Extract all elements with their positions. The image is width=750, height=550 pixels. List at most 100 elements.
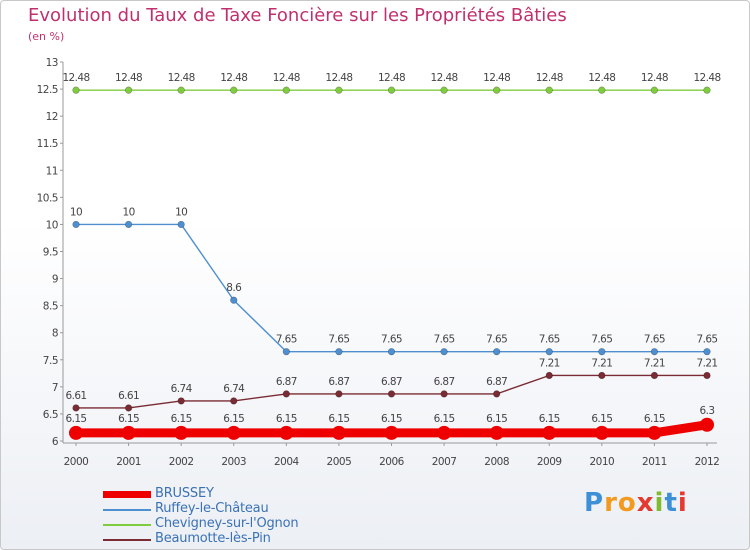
data-point-beaumotte-l-s-pin [230, 397, 238, 405]
logo-letter: x [636, 488, 655, 518]
x-tick-label: 2009 [537, 456, 562, 468]
y-tick-label: 11 [46, 165, 58, 177]
data-point-ruffey-le-ch-teau [598, 348, 606, 356]
x-tick-label: 2000 [64, 456, 89, 468]
chart-title: Evolution du Taux de Taxe Foncière sur l… [28, 5, 567, 26]
data-point-ruffey-le-ch-teau [335, 348, 343, 356]
data-label-beaumotte-l-s-pin: 6.87 [276, 376, 297, 388]
unit-label: (en %) [28, 30, 65, 43]
data-point-brussey [594, 425, 609, 440]
data-point-beaumotte-l-s-pin [387, 390, 396, 398]
data-label-beaumotte-l-s-pin: 7.21 [697, 357, 718, 369]
data-point-ruffey-le-ch-teau [124, 220, 133, 229]
data-point-beaumotte-l-s-pin [545, 371, 553, 380]
x-tick-label: 2006 [379, 456, 405, 468]
y-tick-label: 9.5 [43, 247, 58, 259]
data-point-brussey [121, 425, 136, 440]
data-point-brussey [489, 425, 504, 440]
data-label-ruffey-le-ch-teau: 7.65 [591, 334, 612, 346]
data-point-brussey [384, 425, 399, 440]
data-label-chevigney-sur-l-ognon: 12.48 [168, 72, 195, 84]
data-point-chevigney-sur-l-ognon [545, 86, 553, 94]
data-label-chevigney-sur-l-ognon: 12.48 [641, 72, 668, 84]
data-label-chevigney-sur-l-ognon: 12.48 [62, 72, 89, 84]
data-label-beaumotte-l-s-pin: 6.87 [381, 376, 402, 388]
logo-letter: i [677, 488, 688, 518]
legend-label-brussey: BRUSSEY [155, 486, 214, 501]
data-label-brussey: 6.15 [591, 413, 612, 425]
data-label-ruffey-le-ch-teau: 7.65 [539, 334, 560, 346]
legend-swatch-ruffey [103, 509, 151, 511]
data-label-ruffey-le-ch-teau: 10 [122, 206, 134, 218]
data-point-ruffey-le-ch-teau [703, 348, 711, 356]
data-label-chevigney-sur-l-ognon: 12.48 [273, 72, 300, 84]
proxiti-logo: Proxiti [584, 488, 688, 518]
y-tick-label: 9 [52, 274, 58, 286]
data-label-beaumotte-l-s-pin: 7.21 [539, 357, 560, 369]
x-tick-label: 2005 [327, 456, 352, 468]
data-label-beaumotte-l-s-pin: 6.61 [66, 390, 87, 402]
legend-label-chevigney: Chevigney-sur-l'Ognon [155, 516, 299, 531]
data-point-brussey [69, 425, 83, 440]
data-point-chevigney-sur-l-ognon [440, 86, 448, 94]
logo-letter: i [654, 488, 665, 518]
data-label-chevigney-sur-l-ognon: 12.48 [325, 72, 352, 84]
y-tick-label: 6.5 [43, 409, 58, 421]
data-point-beaumotte-l-s-pin [177, 397, 185, 405]
data-label-chevigney-sur-l-ognon: 12.48 [220, 72, 247, 84]
y-tick-label: 10 [46, 219, 58, 231]
x-tick-label: 2011 [642, 456, 667, 468]
data-label-ruffey-le-ch-teau: 7.65 [381, 334, 402, 346]
data-point-chevigney-sur-l-ognon [598, 86, 606, 94]
data-point-beaumotte-l-s-pin [703, 371, 711, 380]
data-label-ruffey-le-ch-teau: 7.65 [697, 334, 718, 346]
data-label-ruffey-le-ch-teau: 7.65 [644, 334, 665, 346]
data-point-chevigney-sur-l-ognon [493, 86, 501, 94]
data-point-brussey [647, 425, 662, 440]
data-point-chevigney-sur-l-ognon [703, 86, 711, 94]
legend-label-ruffey: Ruffey-le-Château [155, 501, 269, 516]
data-label-brussey: 6.15 [328, 413, 349, 425]
x-tick-label: 2010 [589, 456, 614, 468]
x-tick-label: 2001 [116, 456, 141, 468]
data-point-ruffey-le-ch-teau [650, 348, 659, 356]
data-point-brussey [437, 425, 452, 440]
data-label-brussey: 6.15 [434, 413, 455, 425]
x-tick-label: 2004 [274, 456, 300, 468]
data-point-beaumotte-l-s-pin [124, 404, 133, 412]
data-point-chevigney-sur-l-ognon [282, 86, 290, 94]
data-label-beaumotte-l-s-pin: 6.87 [486, 376, 507, 388]
data-point-brussey [174, 425, 189, 440]
data-point-chevigney-sur-l-ognon [177, 86, 185, 94]
data-label-beaumotte-l-s-pin: 7.21 [644, 357, 665, 369]
data-label-ruffey-le-ch-teau: 10 [175, 206, 187, 218]
data-point-brussey [279, 425, 294, 440]
y-tick-label: 7.5 [43, 355, 58, 367]
data-label-chevigney-sur-l-ognon: 12.48 [693, 72, 720, 84]
data-label-chevigney-sur-l-ognon: 12.48 [431, 72, 458, 84]
data-label-ruffey-le-ch-teau: 7.65 [434, 334, 455, 346]
data-point-ruffey-le-ch-teau [440, 348, 448, 356]
y-tick-label: 13 [46, 57, 58, 69]
data-point-chevigney-sur-l-ognon [335, 86, 343, 94]
data-label-beaumotte-l-s-pin: 6.74 [223, 383, 245, 395]
data-point-beaumotte-l-s-pin [598, 371, 606, 380]
data-point-ruffey-le-ch-teau [493, 348, 501, 356]
data-point-beaumotte-l-s-pin [493, 390, 501, 398]
data-label-brussey: 6.15 [223, 413, 244, 425]
y-tick-label: 6 [52, 436, 59, 448]
x-tick-label: 2002 [169, 456, 194, 468]
data-point-brussey [226, 425, 241, 440]
data-label-brussey: 6.15 [539, 413, 560, 425]
data-label-beaumotte-l-s-pin: 6.61 [118, 390, 139, 402]
data-label-brussey: 6.15 [66, 413, 87, 425]
data-label-brussey: 6.15 [118, 413, 139, 425]
data-point-ruffey-le-ch-teau [177, 220, 185, 229]
y-tick-label: 12 [46, 111, 58, 123]
data-label-beaumotte-l-s-pin: 7.21 [591, 357, 612, 369]
data-label-brussey: 6.15 [276, 413, 297, 425]
legend-swatch-chevigney [103, 524, 151, 526]
data-point-beaumotte-l-s-pin [72, 404, 80, 412]
data-point-beaumotte-l-s-pin [335, 390, 343, 398]
